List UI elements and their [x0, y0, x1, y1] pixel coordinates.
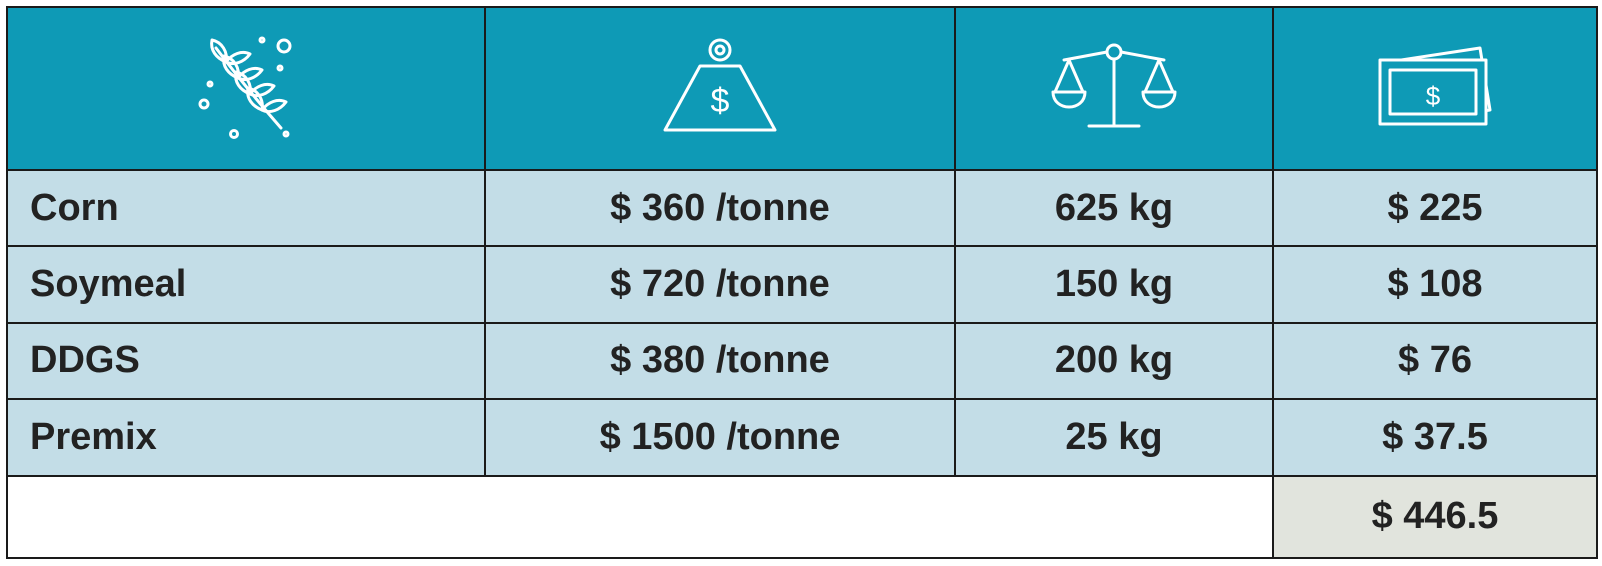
svg-text:$: $	[711, 82, 730, 120]
wheat-icon	[198, 36, 292, 140]
ingredient-name: Corn	[6, 168, 486, 248]
balance-scale-icon	[1051, 43, 1177, 128]
table-row: DDGS $ 380 /tonne 200 kg $ 76	[6, 321, 1598, 401]
table-row: Premix $ 1500 /tonne 25 kg $ 37.5	[6, 398, 1598, 477]
weight-price-icon: $	[663, 38, 777, 132]
price-per-tonne: $ 1500 /tonne	[484, 398, 956, 477]
svg-text:$: $	[1426, 81, 1441, 111]
header-row: $ $	[6, 6, 1598, 171]
amount-kg: 625 kg	[954, 168, 1274, 248]
table-row: Corn $ 360 /tonne 625 kg $ 225	[6, 168, 1598, 248]
ingredient-name: Soymeal	[6, 245, 486, 324]
cost-value: $ 76	[1272, 321, 1598, 401]
table-row: Soymeal $ 720 /tonne 150 kg $ 108	[6, 245, 1598, 324]
price-per-tonne: $ 720 /tonne	[484, 245, 956, 324]
cost-value: $ 37.5	[1272, 398, 1598, 477]
amount-kg: 25 kg	[954, 398, 1274, 477]
header-cell-ingredient	[6, 6, 486, 171]
money-bills-icon: $	[1378, 46, 1492, 126]
price-per-tonne: $ 360 /tonne	[484, 168, 956, 248]
feed-cost-table: $ $	[6, 6, 1598, 559]
header-cell-cost: $	[1272, 6, 1598, 171]
total-cost: $ 446.5	[1272, 474, 1598, 559]
price-per-tonne: $ 380 /tonne	[484, 321, 956, 401]
ingredient-name: Premix	[6, 398, 486, 477]
amount-kg: 150 kg	[954, 245, 1274, 324]
cost-value: $ 108	[1272, 245, 1598, 324]
header-cell-price: $	[484, 6, 956, 171]
cost-value: $ 225	[1272, 168, 1598, 248]
total-row: $ 446.5	[6, 474, 1598, 559]
total-spacer	[6, 474, 1274, 559]
ingredient-name: DDGS	[6, 321, 486, 401]
amount-kg: 200 kg	[954, 321, 1274, 401]
header-cell-amount	[954, 6, 1274, 171]
